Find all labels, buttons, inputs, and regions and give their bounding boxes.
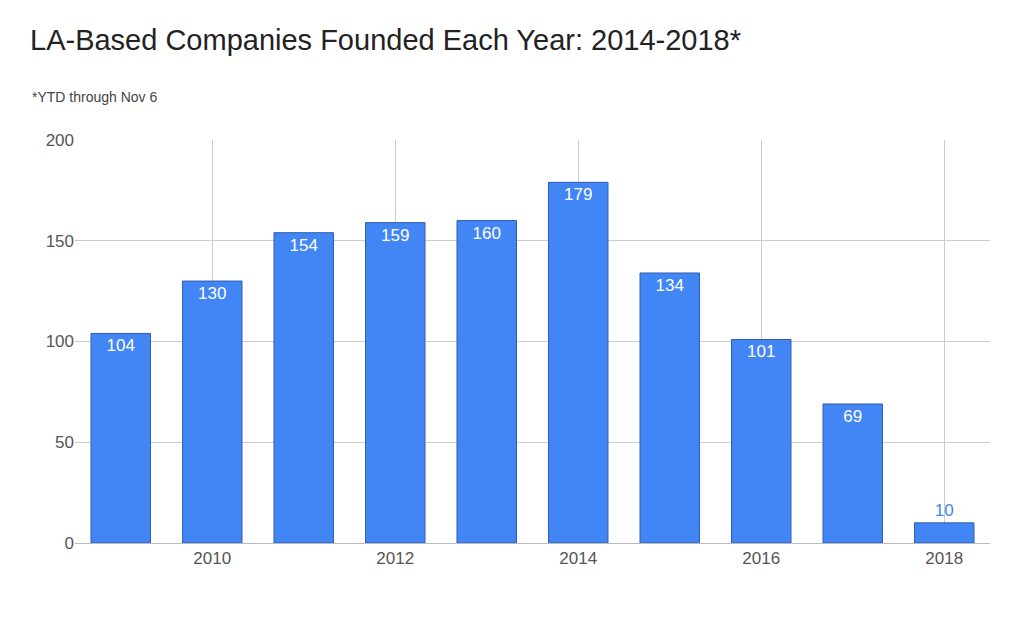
svg-text:69: 69 (843, 407, 862, 426)
svg-text:100: 100 (46, 332, 74, 351)
svg-text:10: 10 (935, 501, 954, 520)
svg-text:2016: 2016 (742, 549, 780, 568)
svg-text:2010: 2010 (193, 549, 231, 568)
svg-text:130: 130 (198, 284, 226, 303)
svg-text:2018: 2018 (925, 549, 963, 568)
svg-text:2014: 2014 (559, 549, 597, 568)
svg-text:*YTD through Nov 6: *YTD through Nov 6 (32, 89, 157, 105)
svg-text:50: 50 (55, 433, 74, 452)
svg-text:104: 104 (107, 336, 135, 355)
svg-text:150: 150 (46, 232, 74, 251)
svg-text:134: 134 (656, 276, 684, 295)
svg-text:159: 159 (381, 226, 409, 245)
svg-text:LA-Based Companies Founded Eac: LA-Based Companies Founded Each Year: 20… (30, 24, 741, 56)
svg-text:2012: 2012 (376, 549, 414, 568)
svg-text:101: 101 (747, 342, 775, 361)
svg-text:0: 0 (65, 534, 74, 553)
svg-text:179: 179 (564, 185, 592, 204)
svg-text:200: 200 (46, 131, 74, 150)
svg-text:154: 154 (290, 236, 318, 255)
svg-text:160: 160 (473, 224, 501, 243)
